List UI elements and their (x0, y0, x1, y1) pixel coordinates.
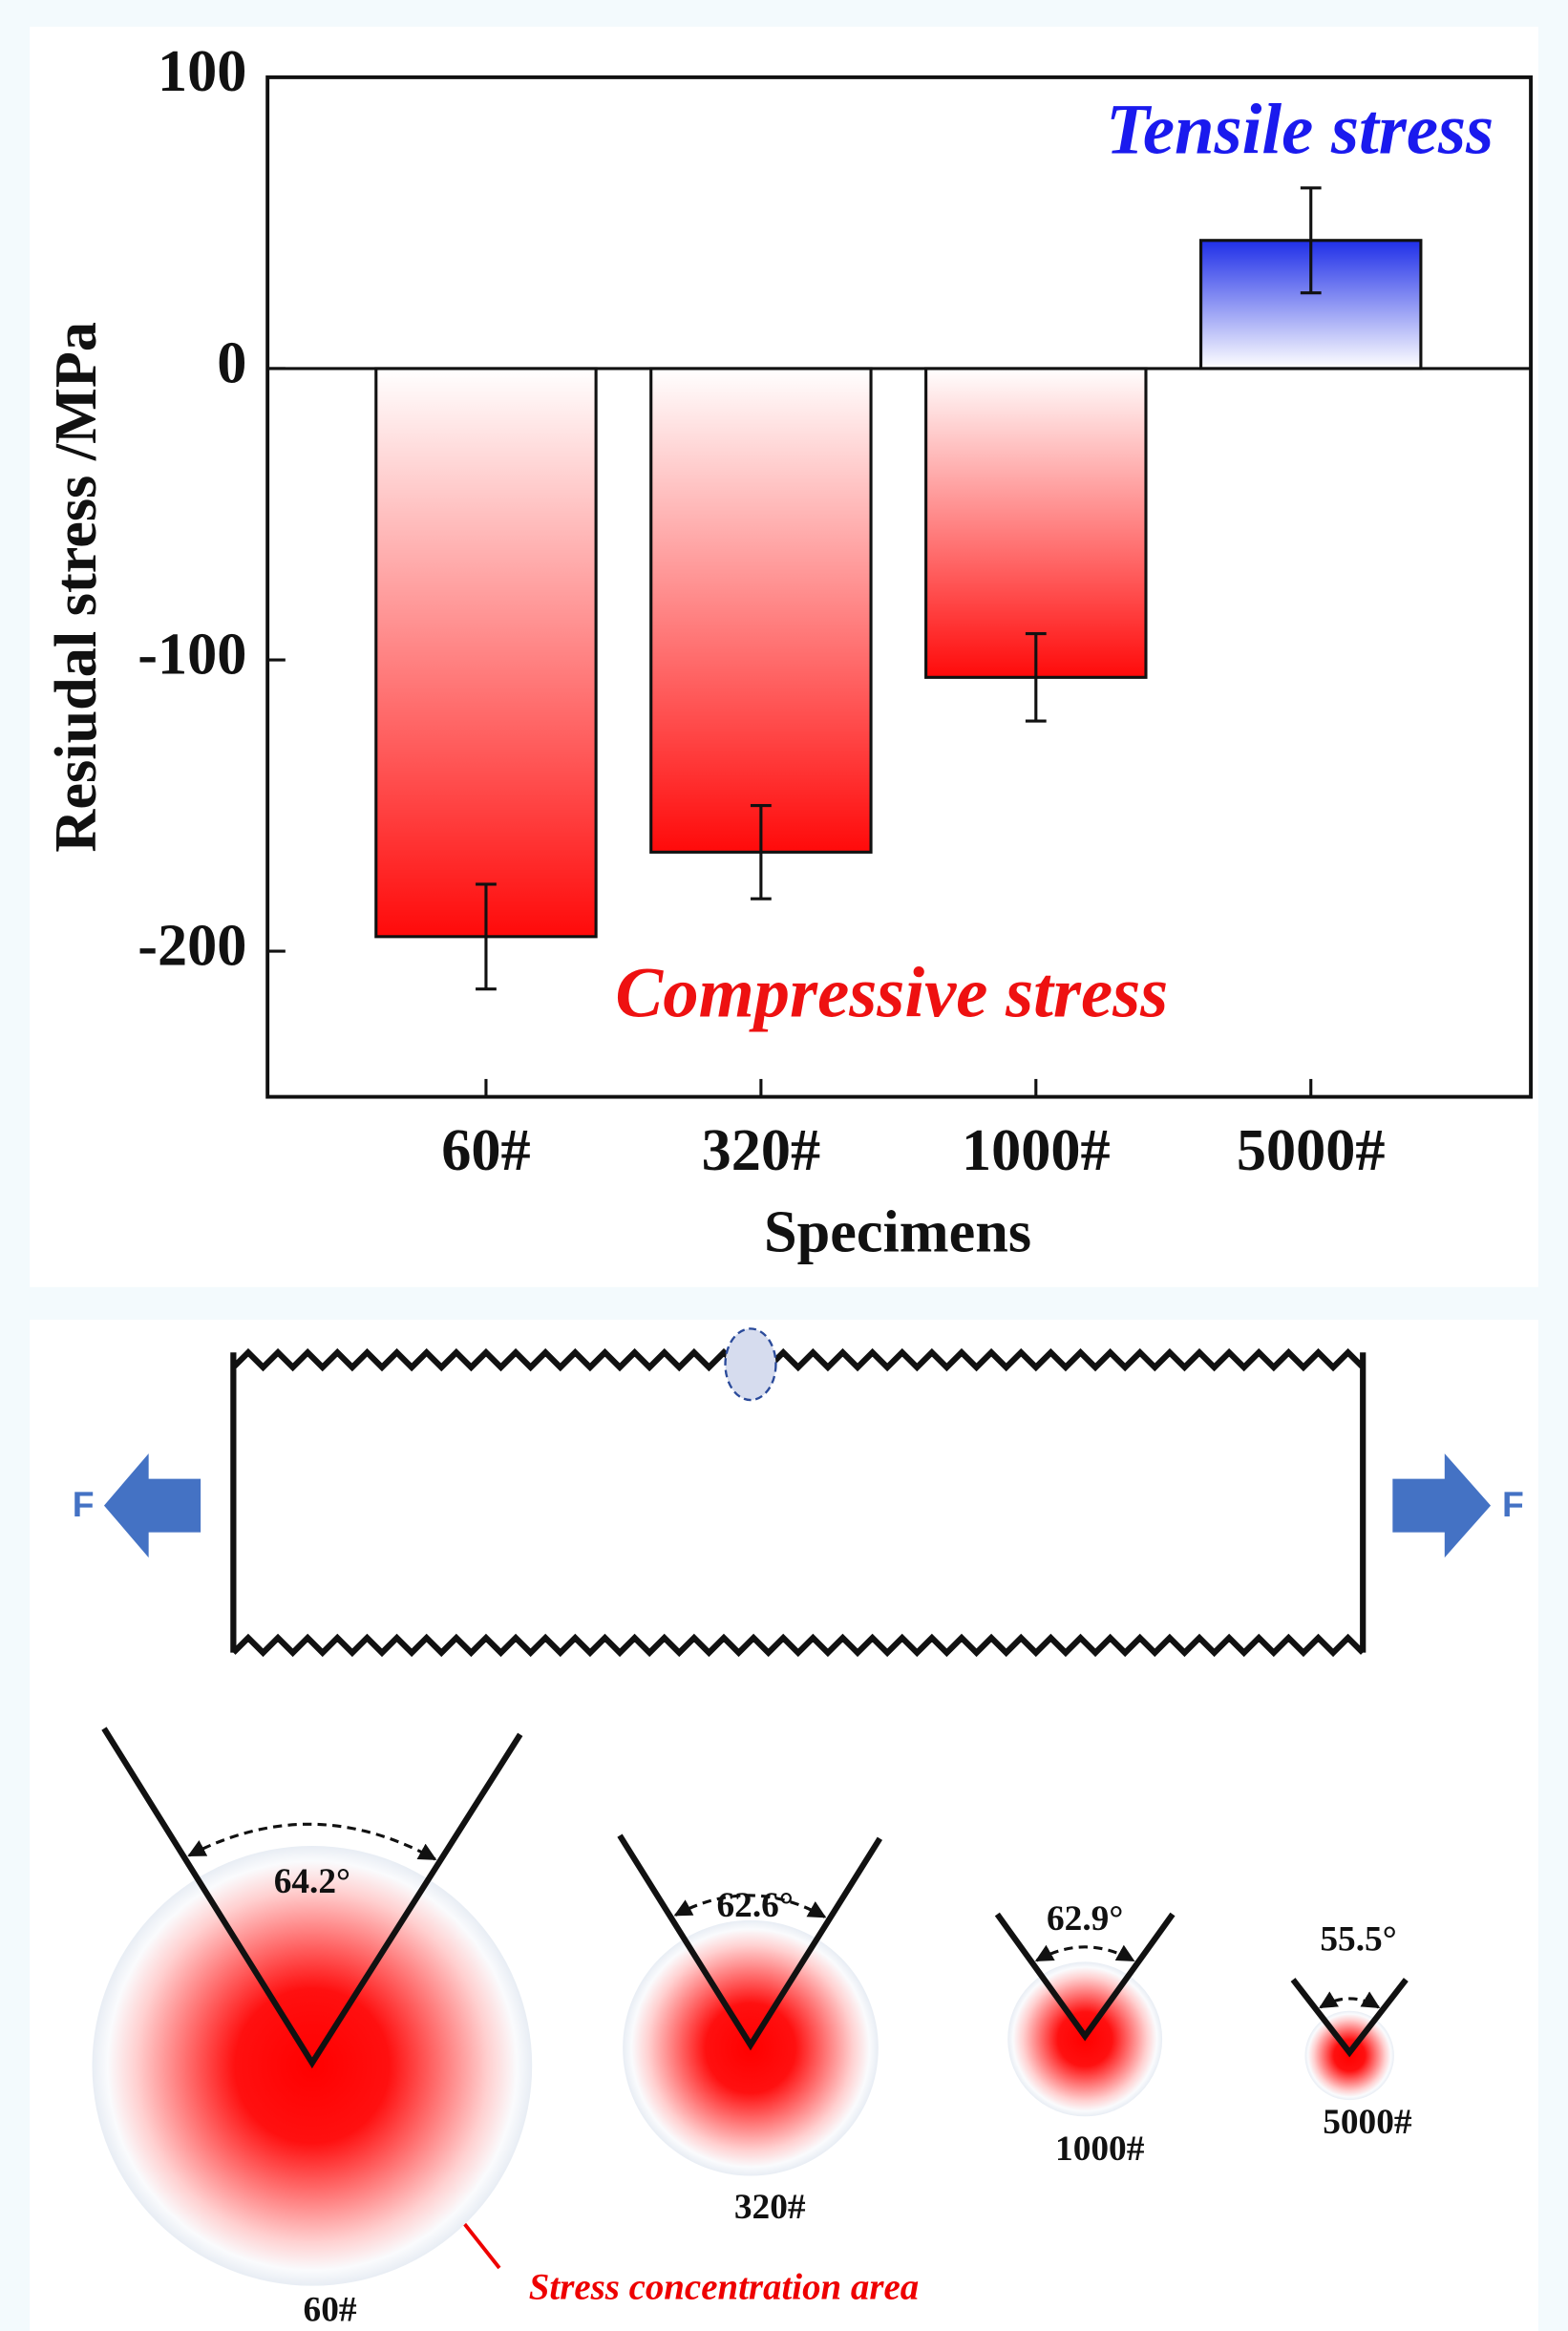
notch-label: 320# (734, 2188, 806, 2227)
x-axis-label: Specimens (764, 1200, 1031, 1265)
notch-label: 1000# (1055, 2130, 1145, 2169)
annotation: Tensile stress (1106, 90, 1494, 169)
angle-label: 64.2° (274, 1862, 350, 1901)
angle-label: 62.9° (1047, 1899, 1123, 1939)
angle-label: 55.5° (1320, 1920, 1396, 1960)
bar (651, 369, 871, 852)
annotation: Stress concentration area (529, 2266, 919, 2307)
figure: Resiudal stress /MPa Specimens Tensile s… (0, 0, 1568, 2331)
notch-label: 5000# (1323, 2103, 1412, 2142)
y-tick-label: -100 (138, 622, 246, 687)
y-tick-label: 100 (158, 39, 246, 104)
y-axis-label: Resiudal stress /MPa (44, 322, 109, 853)
highlight (726, 1328, 776, 1400)
force-label: F (1502, 1484, 1524, 1524)
page: {"chart_data": {"type": "bar", "y_label"… (0, 0, 1568, 2331)
x-tick-label: 5000# (1237, 1118, 1386, 1183)
y-tick-label: 0 (217, 330, 246, 395)
bar (926, 369, 1146, 677)
x-tick-label: 320# (702, 1118, 821, 1183)
force-label: F (73, 1484, 95, 1524)
annotation: Compressive stress (615, 954, 1168, 1033)
angle-label: 62.6° (717, 1886, 794, 1925)
x-tick-label: 1000# (962, 1118, 1111, 1183)
y-tick-label: -200 (138, 913, 246, 978)
x-tick-label: 60# (441, 1118, 530, 1183)
notch-label: 60# (304, 2290, 357, 2329)
bar (376, 369, 596, 937)
